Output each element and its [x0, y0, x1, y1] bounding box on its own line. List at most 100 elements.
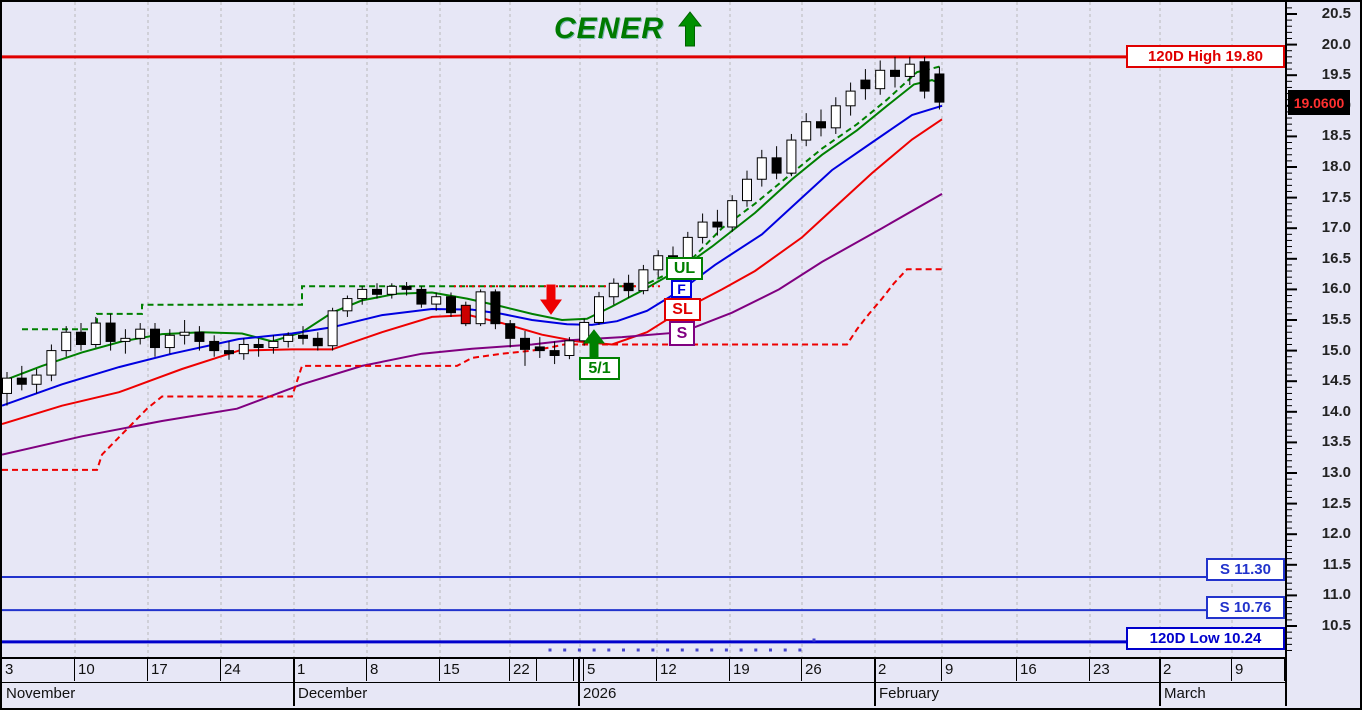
candle-body [2, 377, 12, 394]
marker-dot [769, 648, 772, 652]
candle-body [934, 73, 945, 103]
price-tick-label: 15.5 [1321, 311, 1351, 328]
candle-body [194, 331, 205, 342]
marker-dot [710, 648, 714, 652]
slow-line-tag: S [669, 321, 695, 346]
candle-body [416, 288, 427, 305]
month-separator [578, 657, 580, 706]
upper-line-tag: UL [666, 257, 703, 280]
week-cell: 24 [221, 659, 294, 681]
marker-dot [812, 638, 816, 642]
price-tick-label: 16.0 [1321, 280, 1351, 298]
marker-dot [622, 648, 625, 652]
week-cell: 9 [1232, 659, 1285, 681]
price-axis-line [1285, 2, 1287, 657]
month-separator [293, 657, 295, 706]
ma-long-purple [2, 193, 943, 456]
price-tick-label: 20.5 [1321, 5, 1351, 22]
marker-dot [577, 648, 581, 652]
marker-dot [592, 648, 596, 652]
candle-body [253, 343, 264, 349]
candle-body [623, 282, 634, 292]
candle-body [712, 221, 723, 228]
month-separator [1159, 657, 1161, 706]
price-tick-label: 13.5 [1321, 433, 1351, 451]
time-axis: 3 10 17 24 1 8 15 22 5 12 19 26 2 9 16 23 2 9 November Dec… [2, 657, 1287, 706]
week-cell: 15 [440, 659, 510, 681]
week-cell: 22 [510, 659, 537, 681]
marker-dot [651, 648, 655, 652]
month-label: December [298, 685, 368, 702]
week-cell [537, 659, 574, 681]
marker-dot [680, 648, 684, 652]
price-tick-label: 17.5 [1321, 188, 1351, 206]
week-cell: 10 [75, 659, 148, 681]
candle-body [386, 285, 397, 295]
support-1-label: S 11.30 [1206, 558, 1285, 581]
candle-body [446, 296, 456, 314]
candle-body [890, 69, 900, 77]
price-tick-label: 20.0 [1321, 35, 1351, 53]
candle-body [490, 291, 501, 325]
week-cell: 2 [1160, 659, 1232, 681]
candle-body [845, 90, 856, 107]
low-120d-label: 120D Low 10.24 [1126, 627, 1285, 650]
week-row: 3 10 17 24 1 8 15 22 5 12 19 26 2 9 16 23 2 9 [2, 659, 1285, 683]
chart-title: CENER [554, 10, 703, 48]
marker-dot [798, 648, 802, 652]
candle-body [594, 296, 604, 323]
fast-line-tag: F [671, 280, 692, 298]
price-tick-label: 12.0 [1321, 525, 1351, 543]
candle-body [31, 374, 42, 385]
price-tick-label: 13.0 [1321, 464, 1351, 481]
stop-line-tag: SL [664, 298, 701, 321]
price-tick-label: 18.5 [1321, 127, 1351, 145]
candle-body [786, 139, 797, 174]
candle-body [135, 328, 146, 339]
candle-body [312, 337, 323, 347]
candle-body [875, 69, 886, 90]
upper-line-green-dashed [22, 65, 943, 331]
week-cell: 23 [1090, 659, 1160, 681]
week-cell: 16 [1017, 659, 1090, 681]
support-2-label: S 10.76 [1206, 596, 1285, 619]
chart-canvas[interactable]: CENER UL F SL S 5/1 [2, 2, 1285, 659]
price-tick-label: 18.0 [1321, 158, 1351, 175]
price-tick-label: 19.5 [1321, 66, 1351, 84]
candle-body [298, 334, 308, 339]
candle-body [61, 331, 72, 352]
candlestick-plot[interactable] [2, 2, 1285, 657]
candle-body [460, 304, 471, 325]
candle-body [268, 340, 279, 349]
price-tick-label: 10.5 [1321, 617, 1351, 634]
price-tick-label: 11.0 [1322, 586, 1351, 604]
candle-body [638, 269, 649, 292]
buy-signal-label: 5/1 [579, 357, 620, 380]
candle-body [46, 350, 57, 376]
week-cell: 5 [584, 659, 657, 681]
candle-body [209, 340, 220, 352]
marker-dot [695, 648, 699, 652]
candle-body [283, 334, 294, 342]
candle-body [830, 105, 841, 129]
sell-signal-arrow [540, 284, 562, 315]
price-tick-label: 16.5 [1321, 249, 1351, 267]
week-cell: 12 [657, 659, 730, 681]
week-cell: 8 [367, 659, 440, 681]
marker-dot [666, 648, 670, 652]
candle-body [564, 340, 575, 356]
price-tick-label: 17.0 [1321, 219, 1351, 237]
candle-body [756, 157, 767, 180]
candle-body [16, 377, 27, 385]
week-cell: 2 [875, 659, 942, 681]
marker-dot [739, 648, 743, 652]
candle-body [401, 285, 412, 290]
price-axis-ticks [1287, 7, 1297, 651]
candle-body [475, 291, 486, 325]
week-cell [574, 659, 584, 681]
symbol-title: CENER [554, 12, 665, 45]
last-price-tag: 19.0600 [1288, 90, 1350, 115]
candle-body [327, 310, 338, 347]
week-cell: 17 [148, 659, 221, 681]
